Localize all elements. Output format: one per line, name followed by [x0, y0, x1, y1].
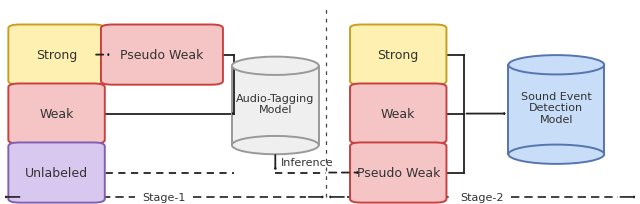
Text: Strong: Strong [36, 49, 77, 62]
FancyBboxPatch shape [8, 143, 105, 203]
Text: Audio-Tagging
Model: Audio-Tagging Model [236, 93, 314, 115]
Text: Pseudo Weak: Pseudo Weak [356, 166, 440, 179]
Text: Inference: Inference [280, 158, 333, 167]
Text: Pseudo Weak: Pseudo Weak [120, 49, 204, 62]
FancyBboxPatch shape [8, 84, 105, 144]
FancyBboxPatch shape [350, 143, 447, 203]
FancyBboxPatch shape [101, 25, 223, 85]
FancyBboxPatch shape [350, 25, 447, 85]
FancyBboxPatch shape [8, 25, 105, 85]
Polygon shape [232, 67, 319, 145]
Text: Weak: Weak [40, 108, 74, 121]
Polygon shape [508, 65, 604, 154]
Ellipse shape [232, 136, 319, 154]
FancyBboxPatch shape [350, 84, 447, 144]
Text: Strong: Strong [378, 49, 419, 62]
Text: Weak: Weak [381, 108, 415, 121]
Ellipse shape [232, 57, 319, 75]
Text: Stage-1: Stage-1 [143, 192, 186, 202]
Text: Unlabeled: Unlabeled [25, 166, 88, 179]
Text: Sound Event
Detection
Model: Sound Event Detection Model [521, 91, 591, 124]
Text: Stage-2: Stage-2 [460, 192, 504, 202]
Ellipse shape [508, 145, 604, 164]
Ellipse shape [508, 56, 604, 75]
